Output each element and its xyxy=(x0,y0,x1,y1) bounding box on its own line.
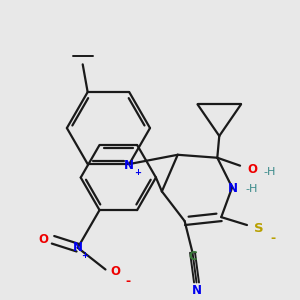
Text: C: C xyxy=(188,250,197,263)
Text: -H: -H xyxy=(246,184,258,194)
Text: N: N xyxy=(124,158,134,172)
Text: -: - xyxy=(270,232,275,245)
Text: N: N xyxy=(228,182,238,195)
Text: O: O xyxy=(110,265,120,278)
Text: -H: -H xyxy=(264,167,276,177)
Text: N: N xyxy=(191,284,202,297)
Text: +: + xyxy=(134,169,141,178)
Text: +: + xyxy=(81,251,88,260)
Text: -: - xyxy=(126,275,131,288)
Text: S: S xyxy=(254,223,264,236)
Text: O: O xyxy=(247,163,257,176)
Text: O: O xyxy=(38,233,48,246)
Text: N: N xyxy=(73,241,83,254)
